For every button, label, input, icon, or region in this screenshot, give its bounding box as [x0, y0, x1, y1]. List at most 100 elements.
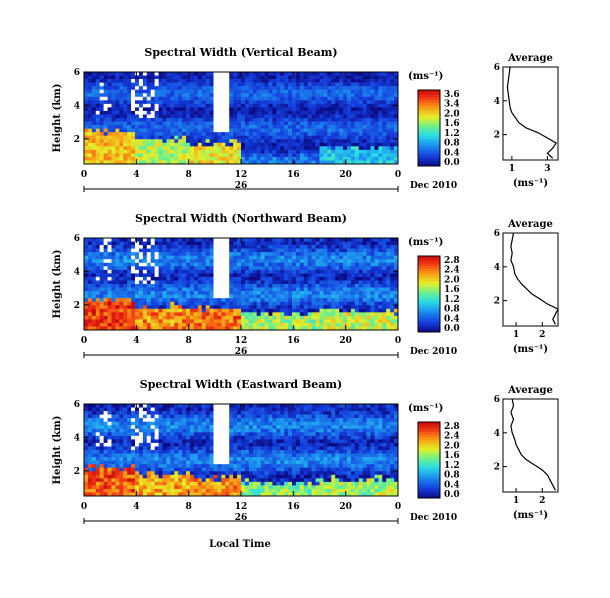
- colorbar-segment: [418, 90, 440, 93]
- heatmap-cell: [264, 266, 269, 271]
- heatmap-cell: [115, 142, 120, 147]
- heatmap-cell: [335, 146, 340, 151]
- heatmap-cell: [182, 72, 187, 76]
- heatmap-cell: [170, 287, 175, 292]
- heatmap-cell: [178, 82, 183, 87]
- heatmap-cell: [386, 301, 391, 306]
- heatmap-cell: [178, 118, 183, 122]
- heatmap-cell: [280, 79, 285, 83]
- heatmap-cell: [158, 79, 163, 83]
- heatmap-cell: [170, 142, 175, 147]
- heatmap-cell: [146, 103, 152, 108]
- heatmap-cell: [303, 255, 309, 260]
- heatmap-cell: [119, 82, 124, 87]
- heatmap-cell: [331, 312, 336, 317]
- heatmap-cell: [335, 86, 340, 90]
- heatmap-cell: [213, 142, 218, 147]
- heatmap-cell: [182, 96, 187, 101]
- heatmap-cell: [307, 284, 312, 288]
- heatmap-cell: [225, 280, 230, 285]
- heatmap-cell: [323, 238, 328, 242]
- heatmap-cell: [339, 149, 344, 154]
- heatmap-cell: [358, 326, 363, 331]
- heatmap-cell: [358, 89, 363, 94]
- heatmap-cell: [390, 82, 395, 87]
- heatmap-cell: [119, 121, 124, 126]
- heatmap-cell: [386, 107, 391, 112]
- heatmap-cell: [119, 96, 124, 101]
- average-title: Average: [507, 53, 553, 64]
- heatmap-cell: [307, 269, 312, 274]
- heatmap-cell: [244, 312, 250, 317]
- heatmap-cell: [217, 241, 222, 246]
- heatmap-cell: [288, 248, 293, 253]
- heatmap-cell: [382, 72, 387, 76]
- average-y-tick-label: 4: [494, 97, 500, 107]
- heatmap-cell: [331, 248, 336, 253]
- heatmap-cell: [138, 103, 144, 108]
- heatmap-cell: [99, 284, 104, 288]
- heatmap-cell: [217, 100, 222, 105]
- heatmap-cell: [233, 100, 238, 105]
- heatmap-cell: [354, 96, 360, 101]
- heatmap-cell: [237, 298, 242, 302]
- heatmap-cell: [358, 110, 363, 115]
- heatmap-cell: [229, 132, 234, 136]
- heatmap-cell: [354, 262, 360, 267]
- heatmap-cell: [276, 241, 281, 246]
- heatmap-cell: [162, 301, 167, 306]
- heatmap-cell: [99, 308, 104, 313]
- heatmap-cell: [292, 241, 297, 246]
- heatmap-cell: [138, 322, 144, 327]
- heatmap-cell: [123, 262, 128, 267]
- heatmap-cell: [233, 252, 238, 256]
- colorbar-segment: [418, 92, 440, 96]
- heatmap-cell: [142, 149, 148, 154]
- heatmap-cell: [386, 72, 391, 76]
- heatmap-cell: [299, 291, 305, 295]
- heatmap-cell: [272, 273, 277, 278]
- heatmap-cell: [154, 255, 159, 260]
- heatmap-cell: [150, 474, 155, 479]
- heatmap-cell: [123, 418, 128, 422]
- heatmap-cell: [303, 259, 309, 264]
- heatmap-cell: [256, 322, 261, 327]
- heatmap-cell: [197, 305, 203, 310]
- heatmap-cell: [366, 255, 371, 260]
- heatmap-cell: [394, 128, 399, 133]
- heatmap-cell: [288, 312, 293, 317]
- heatmap-cell: [272, 294, 277, 299]
- heatmap-cell: [323, 110, 328, 115]
- heatmap-cell: [241, 252, 246, 256]
- heatmap-cell: [115, 149, 120, 154]
- heatmap-cell: [311, 305, 316, 310]
- heatmap-cell: [268, 245, 273, 249]
- heatmap-cell: [103, 100, 108, 105]
- heatmap-cell: [115, 153, 120, 158]
- heatmap-cell: [158, 488, 163, 493]
- heatmap-cell: [123, 156, 128, 161]
- heatmap-cell: [209, 238, 214, 242]
- heatmap-cell: [315, 121, 320, 126]
- heatmap-cell: [311, 241, 316, 246]
- heatmap-cell: [362, 319, 367, 324]
- heatmap-cell: [319, 315, 324, 320]
- heatmap-cell: [366, 266, 371, 271]
- heatmap-cell: [162, 457, 167, 461]
- heatmap-cell: [95, 432, 100, 437]
- heatmap-cell: [335, 266, 340, 271]
- heatmap-cell: [335, 259, 340, 264]
- heatmap-cell: [303, 287, 309, 292]
- heatmap-cell: [374, 284, 379, 288]
- heatmap-cell: [244, 110, 250, 115]
- heatmap-cell: [284, 315, 289, 320]
- heatmap-cell: [95, 439, 100, 444]
- heatmap-cell: [307, 294, 312, 299]
- heatmap-cell: [213, 149, 218, 154]
- heatmap-cell: [386, 326, 391, 331]
- heatmap-cell: [166, 453, 171, 458]
- heatmap-cell: [84, 446, 89, 451]
- heatmap-cell: [197, 156, 203, 161]
- heatmap-cell: [315, 153, 320, 158]
- heatmap-cell: [154, 75, 159, 80]
